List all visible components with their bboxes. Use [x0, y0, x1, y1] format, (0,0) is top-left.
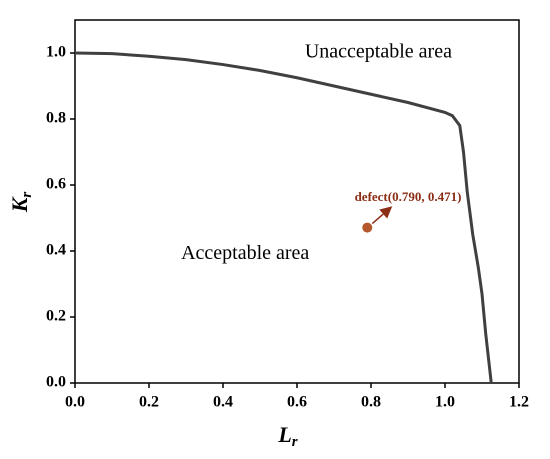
x-tick-label: 1.0: [435, 394, 455, 411]
y-tick-label: 0.0: [46, 374, 66, 391]
x-tick-label: 1.2: [509, 394, 529, 411]
y-tick-label: 1.0: [46, 44, 66, 61]
x-tick-label: 0.6: [287, 394, 307, 411]
x-tick-label: 0.8: [361, 394, 381, 411]
y-axis-label: Kr: [7, 192, 35, 214]
area-label: Acceptable area: [181, 242, 309, 264]
y-tick-label: 0.6: [46, 176, 66, 193]
y-tick-label: 0.2: [46, 308, 66, 325]
x-tick-label: 0.2: [139, 394, 159, 411]
y-tick-label: 0.8: [46, 110, 66, 127]
defect-label: defect(0.790, 0.471): [355, 189, 462, 204]
y-tick-label: 0.4: [46, 242, 66, 259]
defect-arrow: [371, 206, 393, 225]
x-tick-label: 0.0: [65, 394, 85, 411]
defect-point: [362, 222, 373, 233]
fad-curve: [74, 51, 493, 384]
x-axis-label: Lr: [277, 422, 297, 450]
area-label: Unacceptable area: [305, 41, 452, 63]
x-tick-label: 0.4: [213, 394, 233, 411]
